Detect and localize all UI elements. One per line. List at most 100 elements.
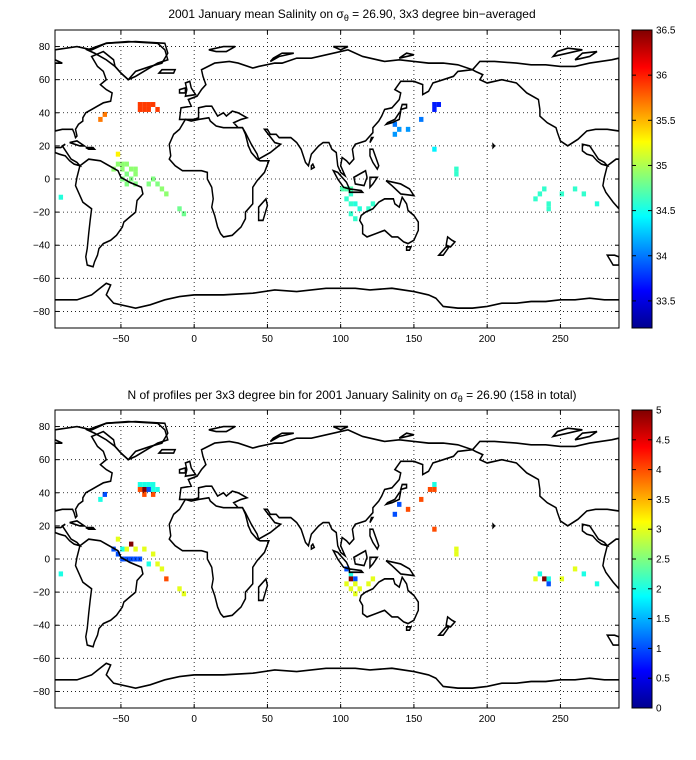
- colorbar-tick-label: 36.5: [656, 26, 676, 37]
- bin-cell: [115, 151, 121, 157]
- colorbar-tick-label: 36: [656, 71, 668, 82]
- x-tick-label: 200: [479, 334, 496, 345]
- x-tick-label: 50: [262, 334, 274, 345]
- bin-cell: [155, 486, 160, 492]
- x-tick-label: 0: [191, 714, 197, 725]
- bin-cell: [546, 201, 551, 207]
- profile-count-panel: N of profiles per 3x3 degree bin for 200…: [33, 388, 670, 725]
- bin-cell: [155, 106, 160, 112]
- bin-cell: [177, 586, 182, 592]
- bin-cell: [150, 176, 156, 182]
- bin-cell: [432, 146, 437, 152]
- bin-cell: [137, 102, 143, 107]
- bin-cell: [436, 102, 442, 107]
- bin-cell: [142, 106, 147, 112]
- bin-cell: [146, 486, 151, 492]
- bin-cell: [366, 581, 371, 587]
- bin-cell: [181, 591, 187, 597]
- colorbar-tick-label: 2: [656, 584, 662, 595]
- bin-cell: [353, 581, 358, 587]
- bin-cell: [353, 591, 358, 597]
- bin-cell: [397, 126, 402, 132]
- bin-cell: [124, 546, 129, 552]
- bin-cell: [533, 196, 538, 202]
- x-axis-ticks: −50 0 50 100 150 200 250: [112, 30, 569, 345]
- bin-cell: [454, 171, 459, 177]
- bin-cell: [120, 161, 125, 167]
- bin-cell: [357, 586, 362, 592]
- bin-cell: [370, 201, 376, 207]
- y-tick-label: 80: [39, 42, 51, 53]
- colorbar-tick-label: 2.5: [656, 555, 670, 566]
- bin-cell: [137, 486, 143, 492]
- bin-cell: [102, 111, 108, 117]
- bin-cell: [142, 491, 147, 497]
- bin-cell: [370, 576, 376, 582]
- bin-cell: [405, 506, 411, 512]
- colorbar-tick-label: 4: [656, 465, 662, 476]
- bin-cell: [128, 166, 134, 172]
- bin-cell: [542, 186, 547, 192]
- bin-cell: [353, 216, 358, 222]
- bin-cell: [533, 576, 538, 582]
- bin-cell: [146, 482, 151, 487]
- bin-cell: [348, 586, 354, 592]
- bin-cell: [348, 576, 354, 582]
- x-tick-label: 150: [406, 334, 423, 345]
- map-area: [55, 420, 619, 689]
- bin-cell: [559, 191, 565, 197]
- bin-cell: [353, 576, 358, 582]
- bin-cell: [594, 581, 600, 587]
- bin-cell: [353, 201, 358, 207]
- bin-cell: [115, 161, 121, 167]
- y-tick-label: −60: [33, 654, 50, 665]
- colorbar-tick-label: 33.5: [656, 296, 676, 307]
- bin-cell: [432, 106, 437, 112]
- y-axis-ticks: −80 −60 −40 −20 0 20 40 60 80: [33, 42, 619, 318]
- colorbar-tick-label: 0.5: [656, 674, 670, 685]
- bin-cell: [142, 102, 147, 107]
- bin-cell: [124, 161, 129, 167]
- bin-cell: [164, 576, 169, 582]
- x-tick-label: −50: [112, 334, 129, 345]
- bin-cell: [58, 194, 64, 200]
- bin-cell: [98, 496, 103, 502]
- y-tick-label: 0: [44, 555, 50, 566]
- bin-cell: [348, 211, 354, 217]
- bin-cell: [546, 206, 551, 212]
- bin-cell: [581, 191, 587, 197]
- bin-cell: [348, 201, 354, 207]
- bin-cell: [419, 116, 424, 122]
- bin-cell: [120, 166, 125, 172]
- bin-cell: [120, 546, 125, 552]
- bin-cell: [133, 171, 138, 177]
- salinity-bins: [58, 102, 600, 222]
- colorbar-tick-label: 0: [656, 704, 662, 715]
- y-tick-label: 60: [39, 455, 51, 466]
- bin-cell: [159, 186, 165, 192]
- y-axis-ticks: −80 −60 −40 −20 0 20 40 60 80: [33, 422, 619, 698]
- gridlines: [55, 410, 619, 708]
- bin-cell: [58, 571, 64, 577]
- bin-cell: [572, 566, 578, 572]
- bin-cell: [432, 482, 437, 487]
- colorbar-tick-label: 3: [656, 525, 662, 536]
- bin-cell: [432, 486, 437, 492]
- bin-cell: [177, 206, 182, 212]
- bin-cell: [142, 486, 147, 492]
- colorbar-tick-label: 34: [656, 251, 668, 262]
- bin-cell: [150, 551, 156, 557]
- bin-cell: [164, 191, 169, 197]
- x-tick-label: 50: [262, 714, 274, 725]
- y-tick-label: −40: [33, 621, 50, 632]
- bin-cell: [559, 576, 565, 582]
- x-tick-label: 200: [479, 714, 496, 725]
- gridlines: [55, 30, 619, 328]
- bin-cell: [124, 171, 129, 177]
- colorbar-tick-label: 5: [656, 406, 662, 417]
- bin-cell: [146, 561, 151, 567]
- bin-cell: [392, 121, 398, 127]
- map-area: [55, 40, 619, 309]
- bin-cell: [150, 491, 156, 497]
- bin-cell: [581, 571, 587, 577]
